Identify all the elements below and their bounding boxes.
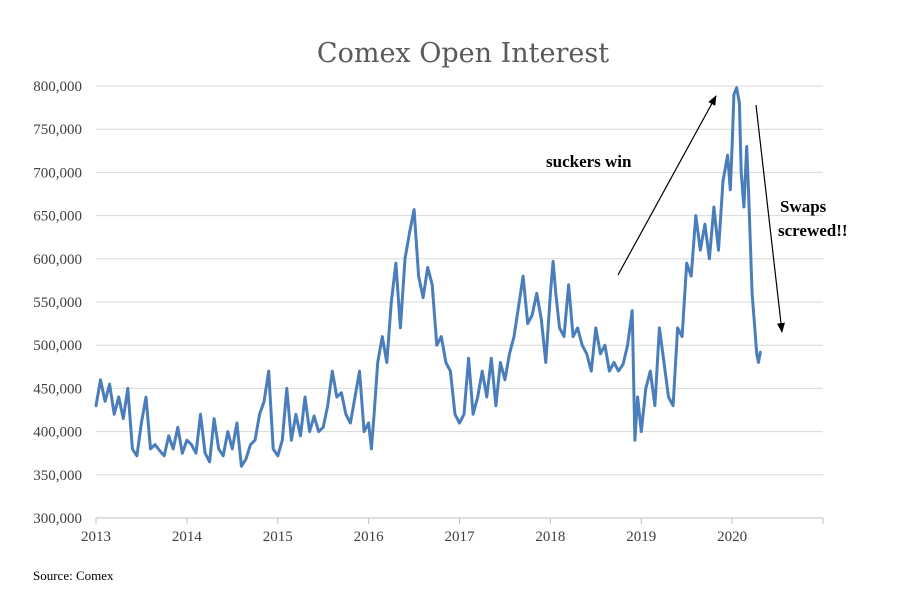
y-tick-label: 550,000 bbox=[33, 295, 82, 311]
x-tick-label: 2018 bbox=[535, 529, 565, 545]
annotation-screwed: screwed!! bbox=[778, 221, 848, 240]
y-tick-label: 650,000 bbox=[33, 209, 82, 225]
x-tick-label: 2019 bbox=[626, 529, 656, 545]
y-tick-label: 700,000 bbox=[33, 165, 82, 181]
chart-title: Comex Open Interest bbox=[317, 38, 609, 69]
y-tick-label: 600,000 bbox=[33, 252, 82, 268]
series-line bbox=[94, 86, 762, 468]
x-tick-label: 2014 bbox=[172, 529, 203, 545]
y-tick-label: 800,000 bbox=[33, 79, 82, 95]
y-tick-label: 750,000 bbox=[33, 122, 82, 138]
x-tick-label: 2016 bbox=[354, 529, 385, 545]
annotation-swaps: Swaps bbox=[780, 197, 827, 216]
y-tick-label: 450,000 bbox=[33, 381, 82, 397]
x-tick-label: 2017 bbox=[445, 529, 476, 545]
annotation-arrow-up bbox=[617, 95, 717, 276]
y-tick-label: 350,000 bbox=[33, 468, 82, 484]
y-tick-label: 500,000 bbox=[33, 338, 82, 354]
annotation-suckers-win: suckers win bbox=[546, 152, 632, 171]
source-note: Source: Comex bbox=[33, 568, 114, 583]
annotation-arrow-down bbox=[755, 104, 785, 333]
x-tick-label: 2013 bbox=[81, 529, 111, 545]
y-tick-label: 300,000 bbox=[33, 511, 82, 527]
x-tick-label: 2020 bbox=[717, 529, 747, 545]
y-axis: 300,000 350,000 400,000 450,000 500,000 550,0… bbox=[33, 79, 82, 527]
y-tick-label: 400,000 bbox=[33, 425, 82, 441]
x-tick-label: 2015 bbox=[263, 529, 293, 545]
x-axis: 2013 2014 2015 2016 2017 2018 2019 2020 bbox=[81, 517, 824, 545]
grid-lines bbox=[96, 85, 823, 476]
